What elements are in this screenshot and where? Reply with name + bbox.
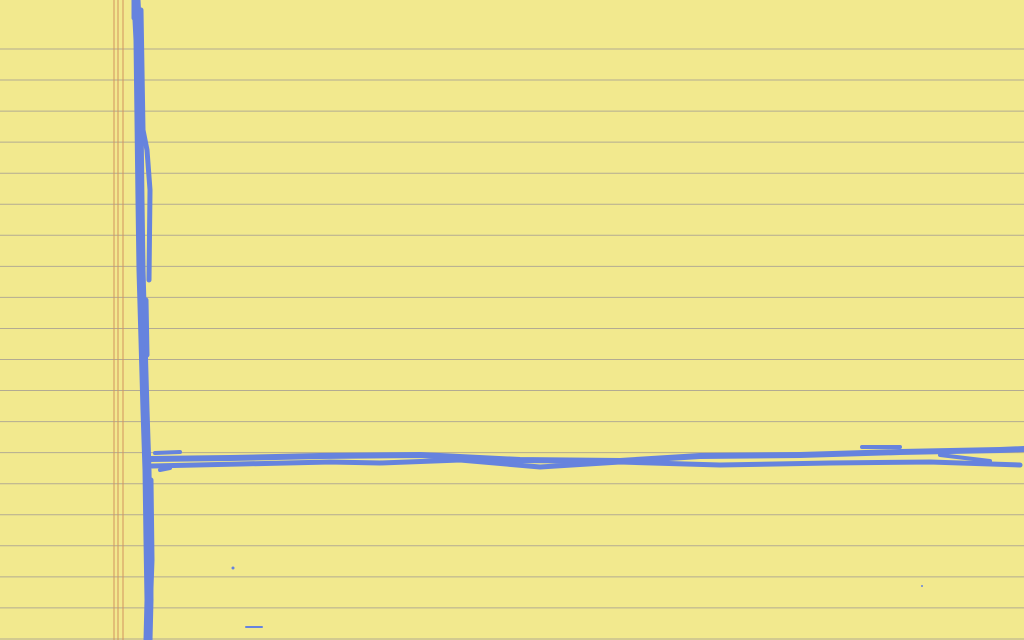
ink-dot	[921, 585, 923, 587]
vertical-axis-stroke-edge	[131, 0, 155, 618]
ink-dot	[231, 566, 235, 570]
margin-lines	[113, 0, 124, 640]
ink-layer	[131, 0, 1024, 640]
horizontal-axis-stroke-overdraw	[149, 457, 1023, 470]
ruled-lines	[0, 48, 1024, 640]
vertical-axis-stroke	[131, 0, 154, 640]
horizontal-axis-stroke-tail	[153, 445, 992, 472]
